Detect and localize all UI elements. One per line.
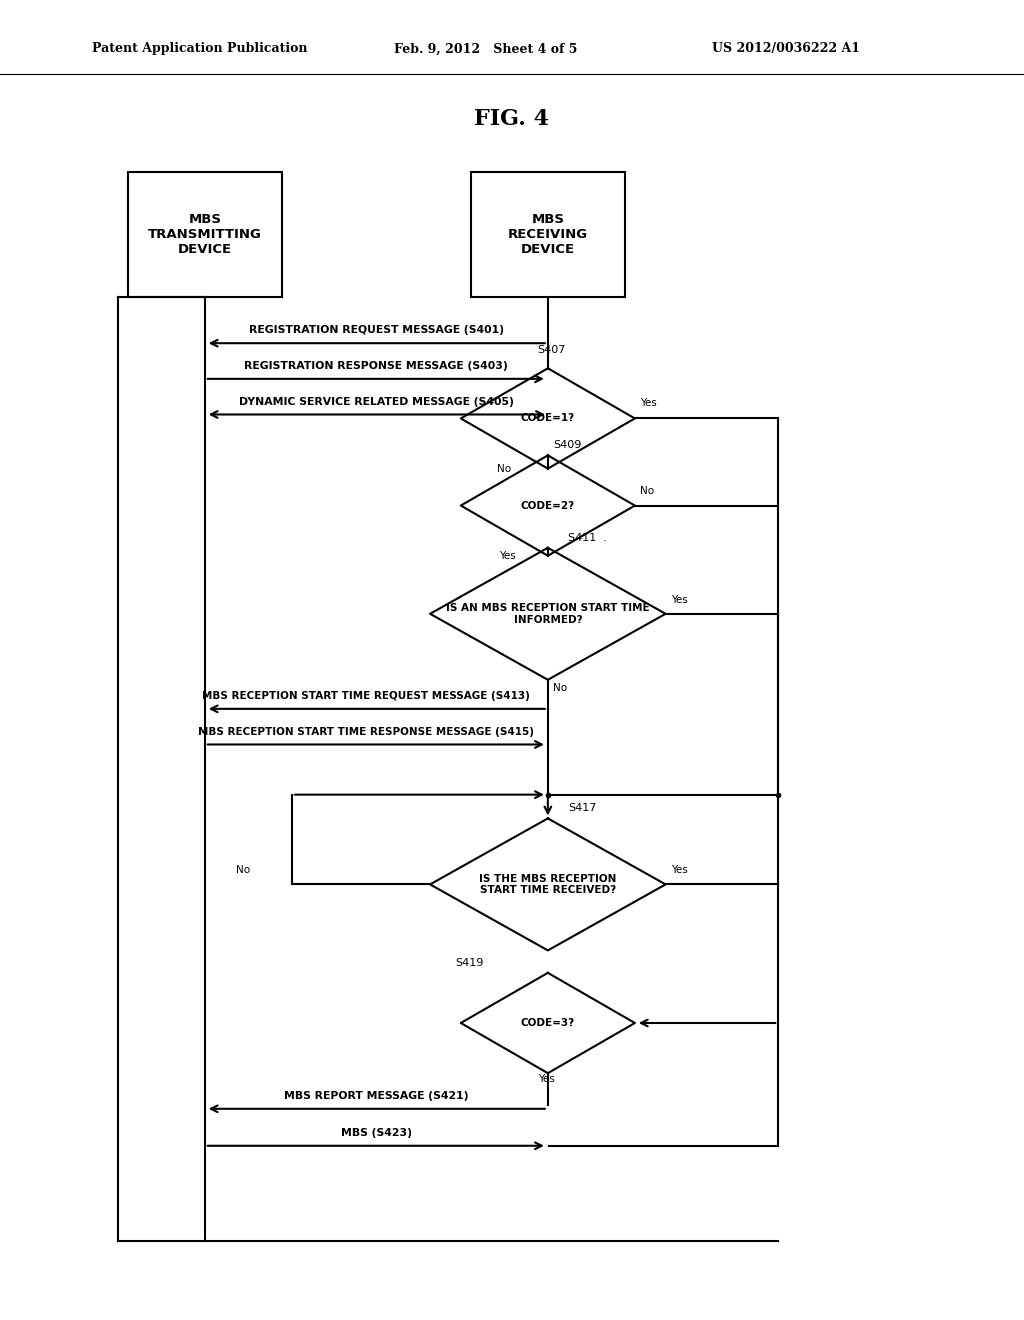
Text: No: No <box>497 463 511 474</box>
Text: MBS (S423): MBS (S423) <box>341 1127 412 1138</box>
Text: REGISTRATION REQUEST MESSAGE (S401): REGISTRATION REQUEST MESSAGE (S401) <box>249 325 504 335</box>
Text: CODE=1?: CODE=1? <box>521 413 574 424</box>
Text: S417: S417 <box>568 803 597 813</box>
Text: MBS REPORT MESSAGE (S421): MBS REPORT MESSAGE (S421) <box>284 1090 469 1101</box>
Text: MBS
RECEIVING
DEVICE: MBS RECEIVING DEVICE <box>508 213 588 256</box>
FancyBboxPatch shape <box>471 172 625 297</box>
Text: Yes: Yes <box>640 397 656 408</box>
Text: CODE=3?: CODE=3? <box>521 1018 574 1028</box>
Text: MBS RECEPTION START TIME RESPONSE MESSAGE (S415): MBS RECEPTION START TIME RESPONSE MESSAG… <box>198 726 535 737</box>
Text: CODE=2?: CODE=2? <box>521 500 574 511</box>
Text: REGISTRATION RESPONSE MESSAGE (S403): REGISTRATION RESPONSE MESSAGE (S403) <box>245 360 508 371</box>
Text: Patent Application Publication: Patent Application Publication <box>92 42 307 55</box>
Text: FIG. 4: FIG. 4 <box>474 108 550 129</box>
Text: Yes: Yes <box>499 550 515 561</box>
Text: DYNAMIC SERVICE RELATED MESSAGE (S405): DYNAMIC SERVICE RELATED MESSAGE (S405) <box>239 396 514 407</box>
Text: Feb. 9, 2012   Sheet 4 of 5: Feb. 9, 2012 Sheet 4 of 5 <box>394 42 578 55</box>
Text: Yes: Yes <box>671 865 687 875</box>
Text: No: No <box>640 486 654 496</box>
Text: Yes: Yes <box>671 594 687 605</box>
Text: MBS
TRANSMITTING
DEVICE: MBS TRANSMITTING DEVICE <box>147 213 262 256</box>
Text: IS AN MBS RECEPTION START TIME
INFORMED?: IS AN MBS RECEPTION START TIME INFORMED? <box>446 603 649 624</box>
Text: No: No <box>236 865 250 875</box>
Text: No: No <box>553 682 567 693</box>
Text: MBS RECEPTION START TIME REQUEST MESSAGE (S413): MBS RECEPTION START TIME REQUEST MESSAGE… <box>202 690 530 701</box>
Text: S407: S407 <box>538 345 566 355</box>
Text: S419: S419 <box>456 957 484 968</box>
Text: IS THE MBS RECEPTION
START TIME RECEIVED?: IS THE MBS RECEPTION START TIME RECEIVED… <box>479 874 616 895</box>
Text: S409: S409 <box>553 440 582 450</box>
Text: Yes: Yes <box>538 1073 554 1084</box>
Text: US 2012/0036222 A1: US 2012/0036222 A1 <box>712 42 860 55</box>
FancyBboxPatch shape <box>128 172 282 297</box>
Text: S411  .: S411 . <box>568 532 607 543</box>
